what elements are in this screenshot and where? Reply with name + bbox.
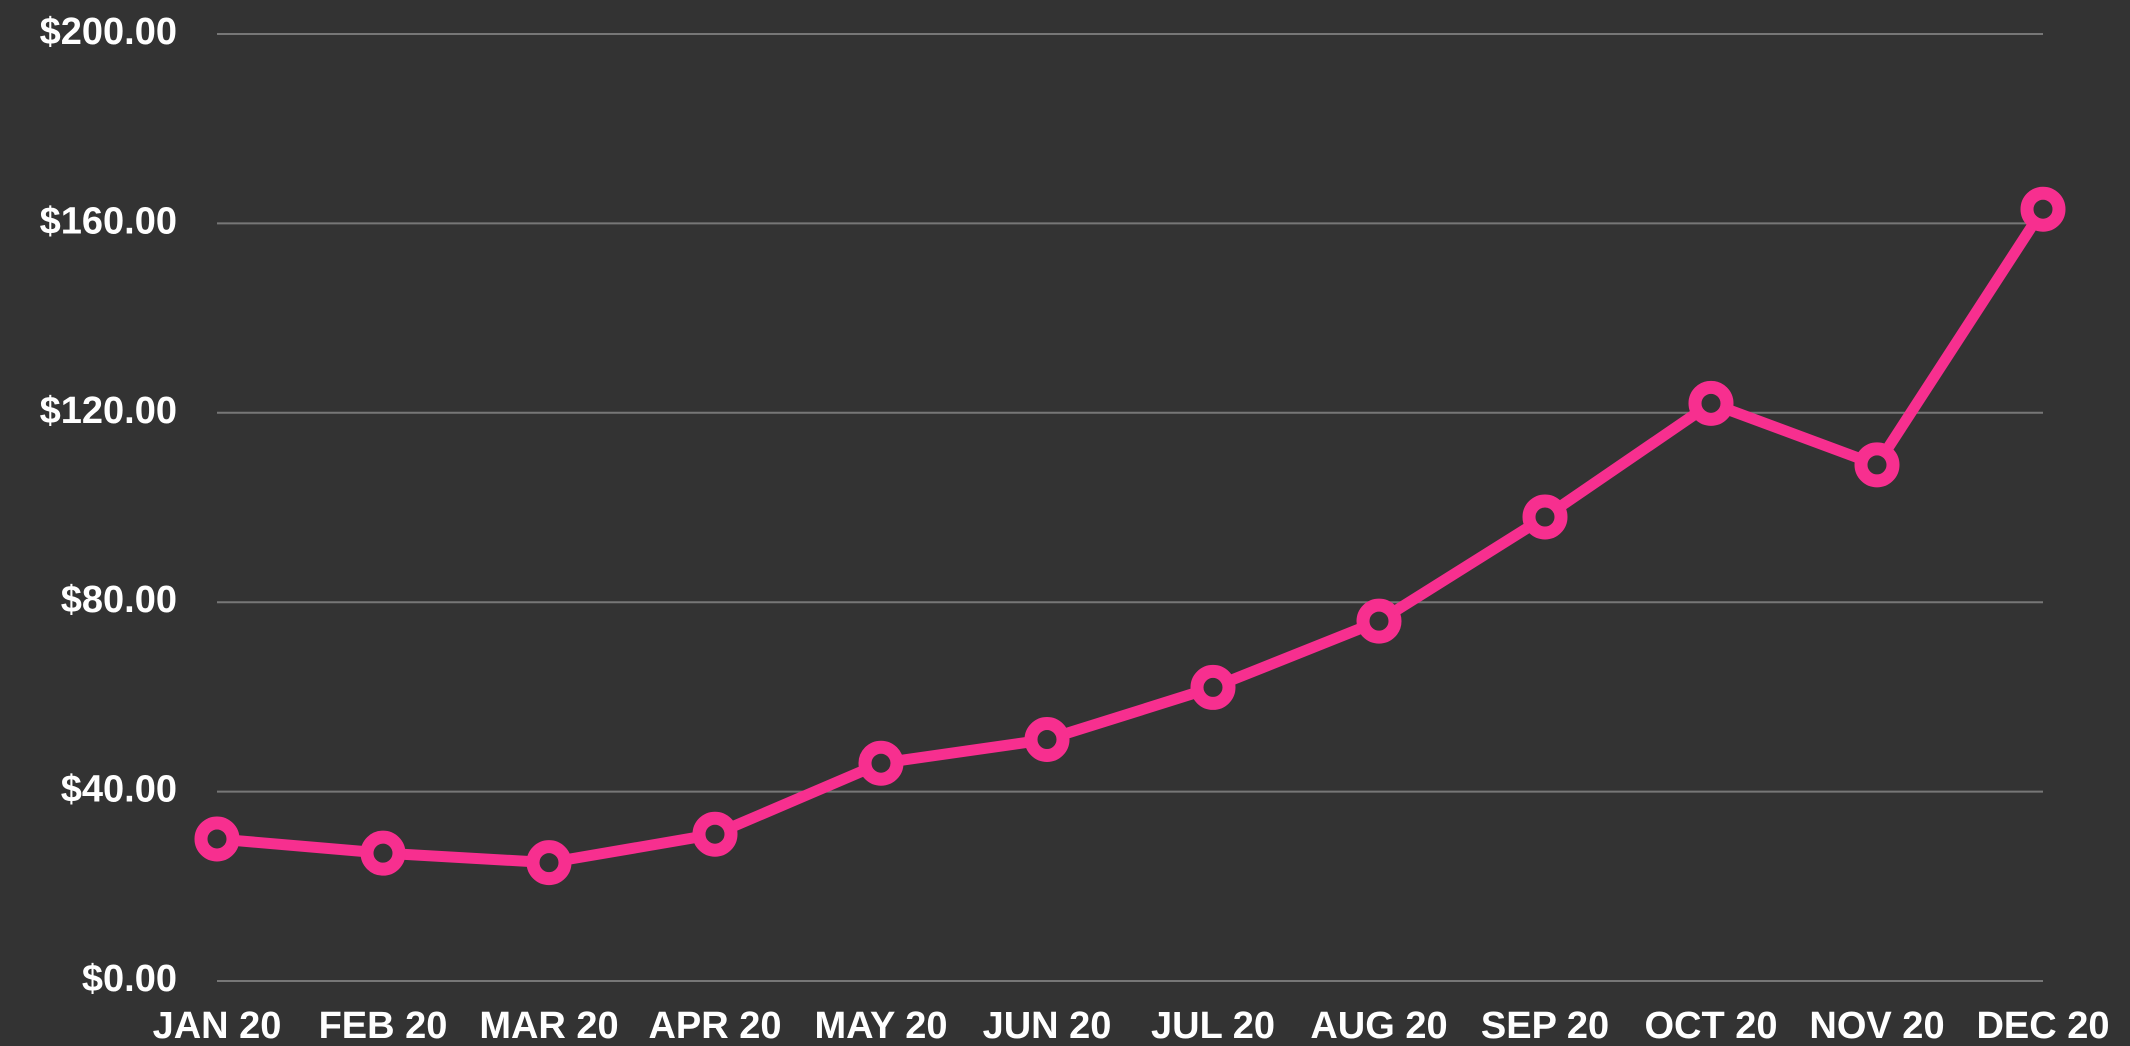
- x-tick-label: APR 20: [648, 1005, 781, 1046]
- point: [1854, 442, 1900, 488]
- x-tick-label: AUG 20: [1310, 1005, 1447, 1046]
- point: [2020, 186, 2066, 232]
- x-tick-label: JAN 20: [153, 1005, 282, 1046]
- point: [360, 830, 406, 876]
- point: [526, 840, 572, 886]
- y-tick-label: $0.00: [82, 958, 177, 1000]
- x-tick-label: NOV 20: [1809, 1005, 1944, 1046]
- point: [692, 811, 738, 857]
- point: [1024, 717, 1070, 763]
- y-tick-label: $80.00: [61, 579, 177, 621]
- x-tick-label: DEC 20: [1976, 1005, 2109, 1046]
- point: [1522, 494, 1568, 540]
- y-tick-label: $40.00: [61, 769, 177, 811]
- x-tick-label: FEB 20: [319, 1005, 448, 1046]
- x-tick-label: JUL 20: [1151, 1005, 1275, 1046]
- y-tick-label: $160.00: [40, 200, 177, 242]
- point: [858, 740, 904, 786]
- x-tick-label: OCT 20: [1644, 1005, 1777, 1046]
- x-tick-label: MAY 20: [814, 1005, 947, 1046]
- point: [1190, 664, 1236, 710]
- line: [216, 206, 2048, 869]
- point: [1688, 380, 1734, 426]
- x-tick-label: JUN 20: [983, 1005, 1112, 1046]
- x-tick-label: SEP 20: [1481, 1005, 1609, 1046]
- x-tick-label: MAR 20: [479, 1005, 618, 1046]
- y-tick-label: $120.00: [40, 390, 177, 432]
- point: [1356, 598, 1402, 644]
- y-tick-label: $200.00: [40, 11, 177, 53]
- point: [194, 816, 240, 862]
